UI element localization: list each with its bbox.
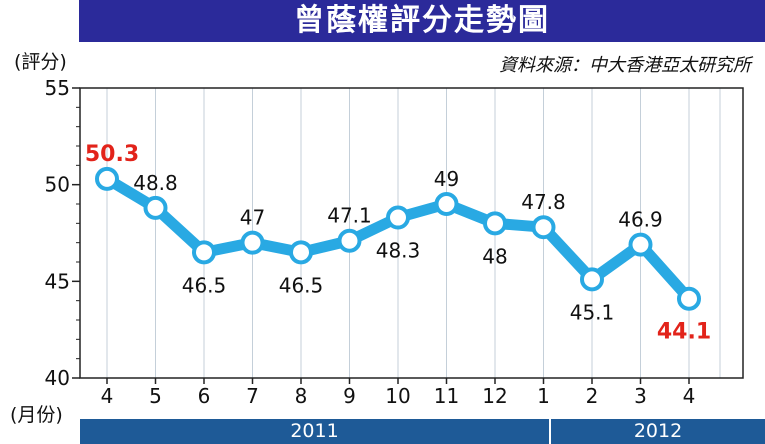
data-label: 48 <box>482 244 507 268</box>
data-point <box>677 286 701 311</box>
x-tick-label: 2 <box>586 384 599 408</box>
data-label: 46.9 <box>618 208 663 232</box>
y-tick-label: 40 <box>45 366 70 390</box>
data-label: 45.1 <box>570 300 615 324</box>
plot-frame <box>79 87 744 379</box>
data-label: 48.8 <box>133 171 178 195</box>
x-tick-label: 6 <box>198 384 211 408</box>
title-bar <box>79 0 765 42</box>
data-point <box>143 195 168 220</box>
y-axis-unit: (評分) <box>14 51 67 73</box>
x-tick-label: 9 <box>343 384 356 408</box>
x-tick-label: 8 <box>295 384 308 408</box>
data-point <box>95 166 119 191</box>
y-tick-label: 55 <box>45 76 70 100</box>
x-tick-label: 3 <box>634 384 647 408</box>
data-label: 50.3 <box>85 142 139 167</box>
x-tick-label: 1 <box>537 384 550 408</box>
data-point <box>628 232 653 257</box>
data-point <box>240 230 265 255</box>
x-tick-label: 11 <box>434 384 459 408</box>
data-label: 47.8 <box>521 190 566 214</box>
data-point <box>192 240 216 265</box>
data-label: 47.1 <box>327 204 372 228</box>
x-tick-label: 10 <box>385 384 410 408</box>
data-label: 46.5 <box>279 273 324 297</box>
data-point <box>483 211 507 236</box>
year-bar-2012: 2012 <box>551 419 765 444</box>
data-point <box>531 215 556 240</box>
x-tick-label: 5 <box>149 384 162 408</box>
data-point <box>289 240 313 265</box>
x-tick-label: 4 <box>101 384 114 408</box>
x-tick-label: 12 <box>482 384 507 408</box>
data-point <box>434 192 459 216</box>
chart-title: 曾蔭權評分走勢圖 <box>294 3 550 38</box>
y-tick-label: 45 <box>45 269 70 293</box>
year-bar-2011: 2011 <box>80 419 549 444</box>
data-label: 48.3 <box>376 239 421 263</box>
x-tick-label: 7 <box>246 384 259 408</box>
y-tick-label: 50 <box>45 173 70 197</box>
x-axis-unit: (月份) <box>10 404 63 426</box>
data-point <box>386 205 410 230</box>
source-note: 資料來源：中大香港亞太研究所 <box>499 55 751 76</box>
data-label: 44.1 <box>657 320 711 345</box>
data-point <box>337 228 362 253</box>
data-label: 49 <box>434 167 459 191</box>
data-label: 47 <box>240 206 265 230</box>
data-point <box>580 267 604 292</box>
data-label: 46.5 <box>182 273 227 297</box>
x-tick-label: 4 <box>683 384 696 408</box>
